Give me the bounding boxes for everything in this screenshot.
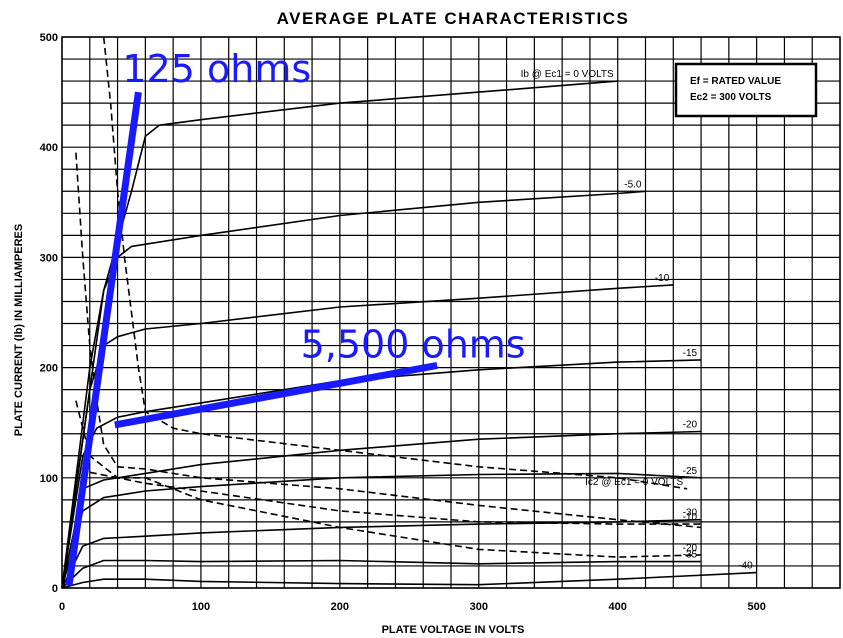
x-axis-label: PLATE VOLTAGE IN VOLTS [382, 624, 525, 636]
y-tick-label: 500 [40, 32, 58, 44]
condition-ec2: Ec2 = 300 VOLTS [690, 92, 772, 103]
chart-title: AVERAGE PLATE CHARACTERISTICS [277, 9, 630, 28]
curves [61, 36, 757, 589]
annotation-label: 125 ohms [122, 47, 311, 91]
grid [61, 36, 841, 589]
x-ticks: 0 100 200 300 400 500 [59, 601, 766, 613]
series-curve [61, 518, 702, 589]
x-tick-label: 100 [192, 601, 210, 613]
series-label: -10 [655, 273, 670, 284]
series-label: -10 [683, 512, 698, 523]
series-curve [61, 571, 757, 589]
series-label: -20 [683, 543, 698, 554]
series-label: Ic2 @ Ec1 = 0 VOLTS [585, 477, 683, 488]
series-label: -30 [683, 508, 698, 519]
x-tick-label: 300 [470, 601, 488, 613]
plot-frame [61, 36, 841, 589]
curve-labels: Ib @ Ec1 = 0 VOLTS -5.0 -10 -15 -20 -25 -30 -35… [521, 69, 753, 571]
x-tick-label: 0 [59, 601, 65, 613]
annotation-line [114, 361, 438, 429]
series-label: Ib @ Ec1 = 0 VOLTS [521, 69, 614, 80]
series-label: -20 [683, 420, 698, 431]
series-label: -5.0 [624, 179, 642, 190]
annotation-label: 5,500 ohms [301, 322, 526, 366]
series-curve [75, 152, 702, 529]
x-tick-label: 200 [331, 601, 349, 613]
annotations: 125 ohms 5,500 ohms [65, 47, 526, 587]
annotation-line [65, 91, 142, 587]
condition-ef: Ef = RATED VALUE [690, 76, 781, 87]
series-label: -40 [738, 561, 753, 572]
series-curve [61, 472, 702, 589]
series-curve [61, 430, 702, 589]
y-ticks: 0 100 200 300 400 500 [40, 32, 58, 595]
series-label: -35 [683, 550, 698, 561]
y-tick-label: 300 [40, 252, 58, 264]
x-tick-label: 500 [747, 601, 765, 613]
series-curve [61, 190, 646, 589]
y-tick-label: 100 [40, 473, 58, 485]
series-curve [75, 400, 702, 525]
series-curve [102, 36, 688, 490]
series-label: -15 [683, 348, 698, 359]
y-tick-label: 200 [40, 363, 58, 375]
y-axis-label: PLATE CURRENT (Ib) IN MILLIAMPERES [13, 224, 25, 436]
y-tick-label: 0 [52, 583, 58, 595]
x-tick-label: 400 [609, 601, 627, 613]
series-label: -25 [683, 466, 698, 477]
conditions-box: Ef = RATED VALUE Ec2 = 300 VOLTS [674, 62, 818, 118]
series-curve [61, 559, 702, 589]
y-tick-label: 400 [40, 142, 58, 154]
